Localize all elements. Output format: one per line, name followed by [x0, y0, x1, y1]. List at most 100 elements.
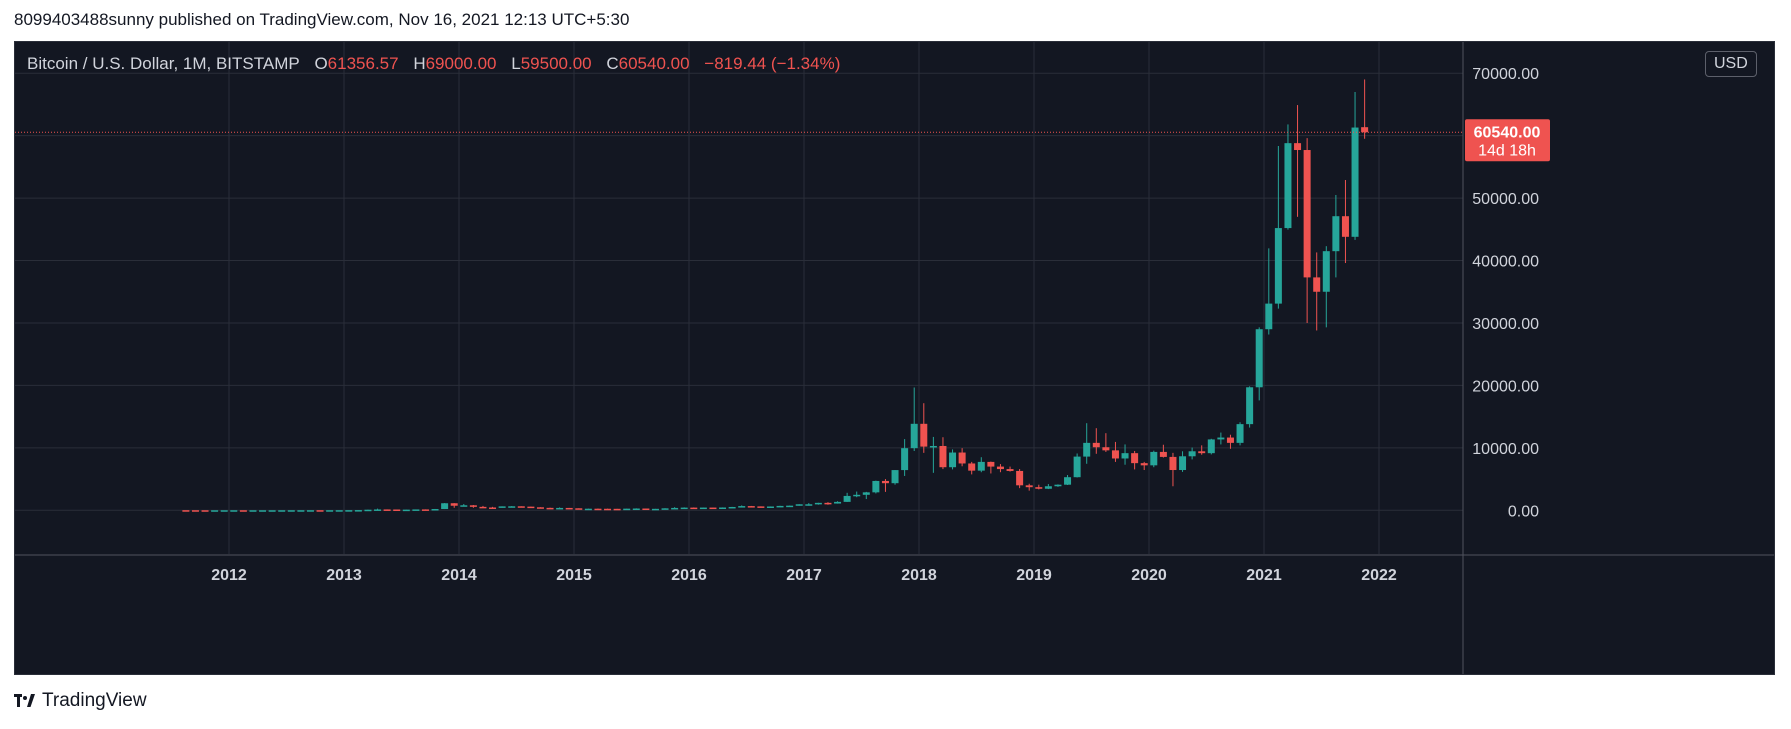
candle-down	[479, 506, 487, 509]
candle-down	[604, 508, 612, 511]
candle-up	[1274, 228, 1282, 304]
y-tick-label: 20000.00	[1472, 378, 1539, 395]
candle-down	[939, 445, 947, 468]
candle-down	[1016, 470, 1024, 486]
candle-up	[1150, 451, 1158, 466]
candle-up	[680, 507, 688, 510]
x-tick-label: 2014	[441, 567, 477, 584]
tradingview-logo-icon	[14, 694, 35, 707]
candle-up	[671, 507, 679, 510]
candle-up	[402, 509, 410, 512]
candle-down	[1159, 451, 1167, 457]
candle-up	[584, 508, 592, 511]
x-tick-label: 2017	[786, 567, 822, 584]
candle-up	[1179, 456, 1187, 471]
candle-down	[1140, 463, 1148, 466]
x-tick-label: 2018	[901, 567, 937, 584]
candle-up	[1246, 387, 1254, 425]
candle-up	[335, 510, 343, 512]
change-value: −819.44 (−1.34%)	[704, 54, 841, 73]
ohlc-legend: Bitcoin / U.S. Dollar, 1M, BITSTAMP O613…	[27, 54, 850, 74]
candle-up	[661, 508, 669, 510]
candle-up	[977, 461, 985, 471]
y-tick-label: 30000.00	[1472, 316, 1539, 333]
candle-up	[929, 445, 937, 448]
candle-up	[834, 501, 842, 504]
candlestick-chart[interactable]: 0.00 10000.00 20000.00 30000.00 40000.00 5000…	[15, 42, 1775, 675]
y-tick-label: 10000.00	[1472, 441, 1539, 458]
candle-up	[1284, 143, 1292, 229]
candle-up	[623, 508, 631, 511]
high-key: H	[413, 54, 426, 73]
x-tick-label: 2013	[326, 567, 362, 584]
candle-down	[613, 508, 621, 511]
low-key: L	[511, 54, 521, 73]
candle-down	[1294, 143, 1302, 151]
candle-up	[651, 508, 659, 511]
candle-up	[901, 448, 909, 471]
candle-up	[814, 502, 822, 505]
candle-up	[1064, 477, 1072, 485]
candle-up	[738, 506, 746, 508]
candle-down	[1035, 487, 1043, 489]
price-tag	[1465, 119, 1550, 162]
y-tick-label: 0.00	[1508, 503, 1539, 520]
candle-down	[575, 508, 583, 510]
x-tick-label: 2019	[1016, 567, 1052, 584]
candle-up	[776, 505, 784, 508]
price-tag-value: 60540.00	[1474, 124, 1541, 141]
candle-up	[211, 510, 219, 512]
candle-up	[719, 507, 727, 509]
candle-down	[421, 509, 429, 511]
x-tick-label: 2015	[556, 567, 592, 584]
symbol-title[interactable]: Bitcoin / U.S. Dollar, 1M, BITSTAMP	[27, 54, 300, 73]
y-tick-label: 40000.00	[1472, 254, 1539, 271]
candle-up	[556, 507, 564, 510]
candle-down	[517, 506, 525, 508]
y-tick-label: 70000.00	[1472, 66, 1539, 83]
candle-up	[268, 510, 276, 512]
candle-down	[469, 505, 477, 507]
candle-down	[1303, 150, 1311, 278]
candle-up	[1217, 437, 1225, 440]
candle-up	[1265, 303, 1273, 330]
candle-up	[1044, 486, 1052, 489]
candle-up	[766, 506, 774, 508]
candle-up	[498, 506, 506, 508]
x-tick-label: 2022	[1361, 567, 1397, 584]
candle-down	[958, 452, 966, 464]
candle-down	[709, 507, 717, 510]
candle-down	[383, 509, 391, 511]
candle-up	[728, 506, 736, 509]
candle-down	[968, 463, 976, 471]
candle-up	[1073, 456, 1081, 478]
candle-up	[374, 509, 382, 511]
candle-down	[757, 506, 765, 508]
high-value: 69000.00	[425, 54, 497, 73]
candle-down	[594, 508, 602, 511]
candle-up	[699, 507, 707, 510]
currency-button[interactable]: USD	[1705, 51, 1757, 77]
candle-up	[259, 510, 267, 512]
candle-down	[1198, 451, 1206, 454]
candle-down	[1341, 216, 1349, 237]
candle-up	[1083, 442, 1091, 457]
candle-up	[795, 504, 803, 506]
chart-panel[interactable]: 0.00 10000.00 20000.00 30000.00 40000.00 5000…	[14, 41, 1775, 675]
candle-down	[1361, 127, 1369, 133]
x-tick-label: 2012	[211, 567, 247, 584]
candle-down	[1102, 447, 1110, 451]
candle-up	[853, 494, 861, 497]
candle-down	[546, 507, 554, 510]
candle-down	[690, 507, 698, 510]
low-value: 59500.00	[520, 54, 592, 73]
candle-down	[824, 502, 832, 505]
candle-down	[881, 480, 889, 484]
candle-up	[345, 510, 353, 512]
candle-up	[949, 452, 957, 468]
candle-down	[191, 510, 199, 512]
candle-up	[326, 510, 334, 512]
candle-up	[1054, 484, 1062, 487]
close-value: 60540.00	[618, 54, 690, 73]
open-value: 61356.57	[327, 54, 399, 73]
